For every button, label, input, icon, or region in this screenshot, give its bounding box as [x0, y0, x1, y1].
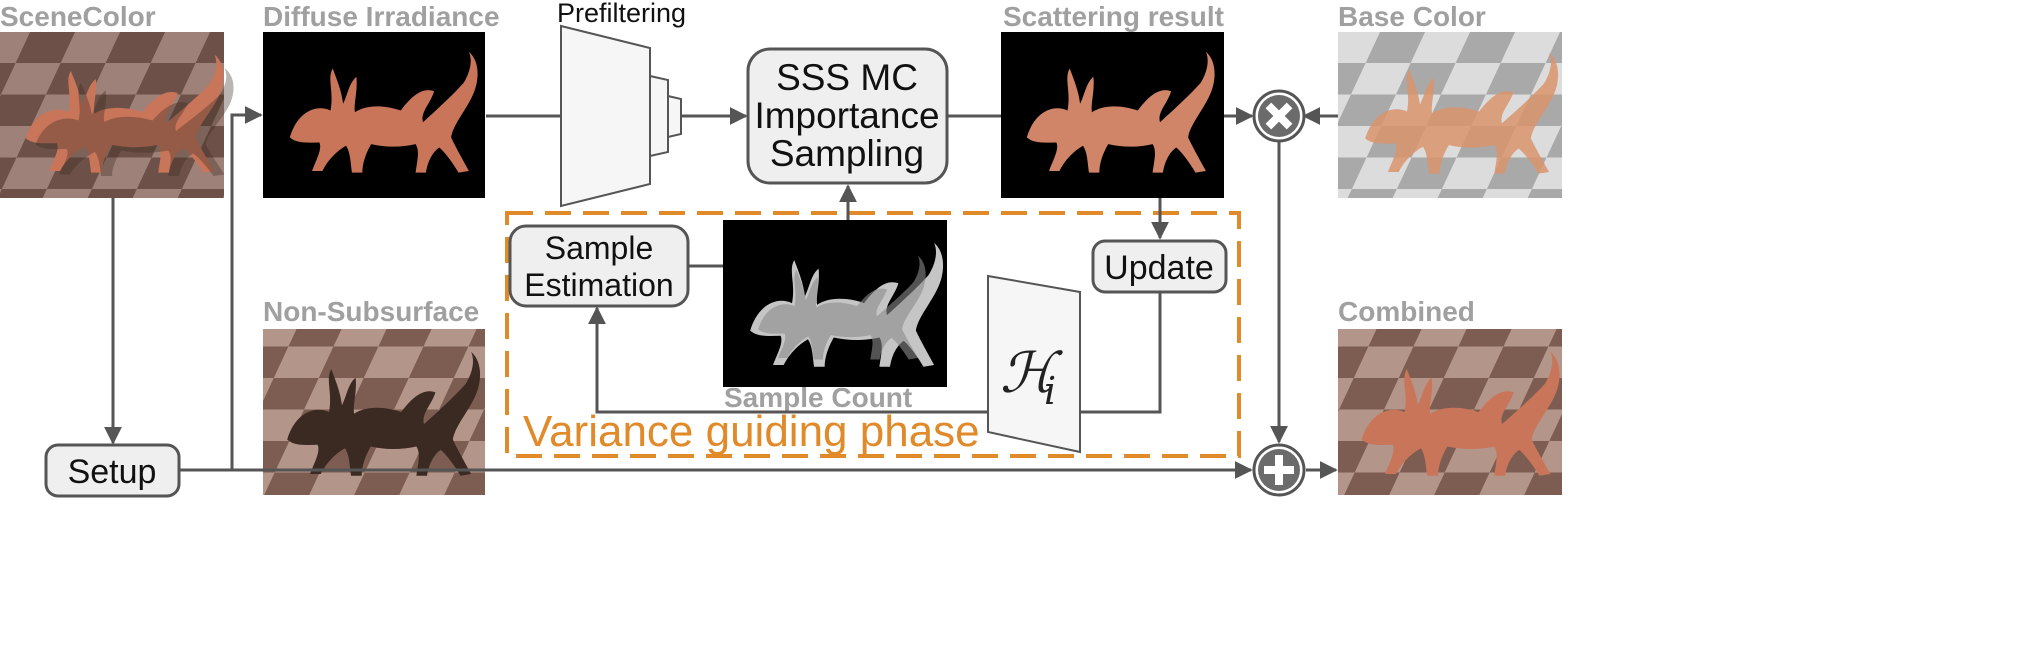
diffuse-irradiance-image: [263, 32, 485, 198]
diffuse-irradiance-title: Diffuse Irradiance: [263, 1, 500, 32]
sss-label-line1: SSS MC: [776, 57, 918, 98]
scene-color-title: SceneColor: [0, 1, 156, 32]
combined-title: Combined: [1338, 296, 1475, 327]
sss-importance-sampling-box: [746, 47, 949, 185]
prefiltering-label: Prefiltering: [557, 0, 686, 28]
non-subsurface-image: [263, 329, 485, 495]
sample-count-image: [723, 220, 947, 387]
multiply-icon: [1252, 89, 1306, 143]
prefiltering-pyramid: [560, 24, 682, 208]
base-color-image: [1338, 32, 1562, 198]
histogram-symbol: ℋ: [1000, 341, 1063, 406]
histogram-to-estimation-arrow: [588, 306, 988, 414]
add-icon: [1252, 443, 1306, 497]
sample-count-title: Sample Count: [724, 382, 912, 413]
sample-estimation-box: [508, 224, 690, 308]
histogram-subscript: i: [1044, 369, 1056, 413]
scene-color-image: [0, 32, 234, 198]
update-box: [1091, 239, 1228, 294]
setup-to-diffuse-arrow: [179, 106, 263, 472]
update-label: Update: [1104, 249, 1214, 287]
histogram-panel: [987, 274, 1081, 454]
non-subsurface-title: Non-Subsurface: [263, 296, 479, 327]
scattering-result-title: Scattering result: [1003, 1, 1224, 32]
variance-guiding-region: [505, 211, 1241, 458]
scattering-result-image: [1001, 32, 1224, 198]
update-to-histogram-line: [1080, 292, 1162, 414]
base-color-title: Base Color: [1338, 1, 1486, 32]
sample-estimation-line2: Estimation: [524, 267, 673, 303]
sss-label-line3: Sampling: [770, 133, 924, 174]
setup-label: Setup: [68, 453, 157, 491]
combined-image: [1338, 329, 1562, 495]
setup-box: [44, 443, 181, 498]
variance-guiding-label: Variance guiding phase: [523, 407, 980, 456]
sample-estimation-line1: Sample: [545, 230, 654, 266]
sss-label-line2: Importance: [754, 95, 939, 136]
